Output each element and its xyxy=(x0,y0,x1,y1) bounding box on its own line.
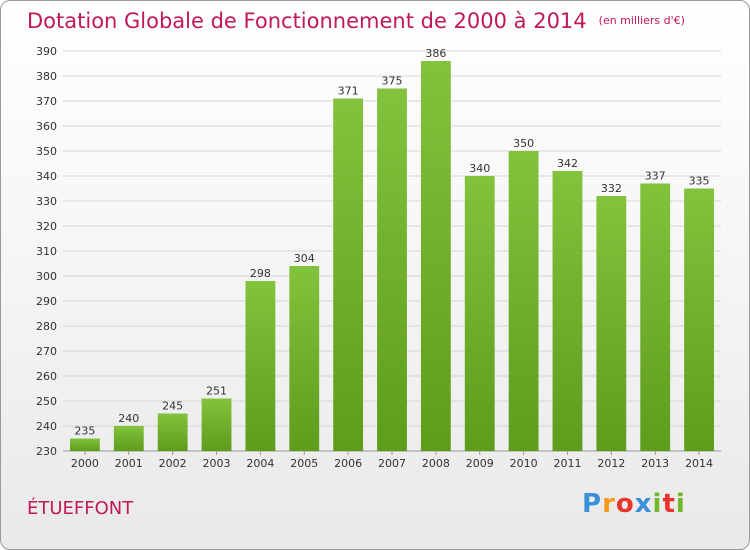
bars: 235 240 245 251 298 304 371 375 386 340 350 342 332 3… xyxy=(70,47,714,451)
x-tick-label: 2003 xyxy=(203,457,231,470)
bar-value-label: 375 xyxy=(382,75,403,88)
y-tick-label: 350 xyxy=(36,145,57,158)
y-tick-label: 360 xyxy=(36,120,57,133)
bar-value-label: 386 xyxy=(425,47,446,60)
bar xyxy=(640,183,671,451)
bar xyxy=(333,98,364,451)
bar xyxy=(245,281,276,451)
chart-title: Dotation Globale de Fonctionnement de 20… xyxy=(27,9,685,33)
bar-value-label: 371 xyxy=(338,85,359,98)
logo-letter: x xyxy=(634,489,653,519)
bar xyxy=(464,176,495,451)
bar xyxy=(420,61,451,451)
bar-value-label: 342 xyxy=(557,157,578,170)
y-tick-label: 260 xyxy=(36,370,57,383)
x-tick-label: 2010 xyxy=(510,457,538,470)
bar-value-label: 350 xyxy=(513,137,534,150)
logo-letter: t xyxy=(662,489,676,519)
bar xyxy=(552,171,583,451)
bar xyxy=(508,151,539,451)
bar-value-label: 304 xyxy=(294,252,315,265)
proxiti-logo: Proxiti xyxy=(582,489,686,519)
logo-letter: P xyxy=(582,489,603,519)
y-tick-label: 320 xyxy=(36,220,57,233)
y-tick-label: 370 xyxy=(36,95,57,108)
y-tick-label: 290 xyxy=(36,295,57,308)
x-tick-label: 2005 xyxy=(290,457,318,470)
bar-value-label: 332 xyxy=(601,182,622,195)
chart-subtitle: (en milliers d'€) xyxy=(598,14,685,27)
y-tick-label: 240 xyxy=(36,420,57,433)
x-tick-label: 2006 xyxy=(334,457,362,470)
commune-name: ÉTUEFFONT xyxy=(27,498,134,519)
bar xyxy=(596,196,627,451)
x-tick-label: 2004 xyxy=(246,457,274,470)
logo-letter: i xyxy=(652,489,663,519)
bar-value-label: 251 xyxy=(206,385,227,398)
bar-value-label: 340 xyxy=(469,162,490,175)
bar-value-label: 337 xyxy=(645,170,666,183)
bar-value-label: 235 xyxy=(74,425,95,438)
bar xyxy=(157,413,188,451)
y-tick-label: 330 xyxy=(36,195,57,208)
y-axis: 230 240 250 260 270 280 290 300 310 320 330 340 350 3… xyxy=(36,45,57,458)
chart-title-text: Dotation Globale de Fonctionnement de 20… xyxy=(27,9,587,33)
x-tick-label: 2001 xyxy=(115,457,143,470)
x-tick-label: 2009 xyxy=(466,457,494,470)
x-tick-label: 2008 xyxy=(422,457,450,470)
x-tick-label: 2000 xyxy=(71,457,99,470)
x-tick-label: 2012 xyxy=(597,457,625,470)
logo-letter: i xyxy=(675,489,686,519)
bar xyxy=(201,398,232,451)
bar-value-label: 298 xyxy=(250,267,271,280)
x-axis: 2000 2001 2002 2003 2004 2005 2006 2007 2008 2009… xyxy=(71,451,713,470)
bar xyxy=(70,438,100,451)
x-tick-label: 2002 xyxy=(159,457,187,470)
y-tick-label: 250 xyxy=(36,395,57,408)
bar xyxy=(684,188,714,451)
x-tick-label: 2007 xyxy=(378,457,406,470)
y-tick-label: 340 xyxy=(36,170,57,183)
x-tick-label: 2011 xyxy=(553,457,581,470)
bar xyxy=(289,266,320,451)
x-tick-label: 2013 xyxy=(641,457,669,470)
y-tick-label: 300 xyxy=(36,270,57,283)
y-tick-label: 270 xyxy=(36,345,57,358)
bar-value-label: 335 xyxy=(689,175,710,188)
y-tick-label: 310 xyxy=(36,245,57,258)
y-tick-label: 280 xyxy=(36,320,57,333)
bar-value-label: 240 xyxy=(118,412,139,425)
y-tick-label: 390 xyxy=(36,45,57,58)
y-tick-label: 380 xyxy=(36,70,57,83)
x-tick-label: 2014 xyxy=(685,457,713,470)
bar xyxy=(113,426,144,451)
logo-letter: o xyxy=(615,489,635,519)
y-tick-label: 230 xyxy=(36,445,57,458)
bar xyxy=(377,88,407,451)
logo-letter: r xyxy=(602,489,616,519)
bar-value-label: 245 xyxy=(162,400,183,413)
